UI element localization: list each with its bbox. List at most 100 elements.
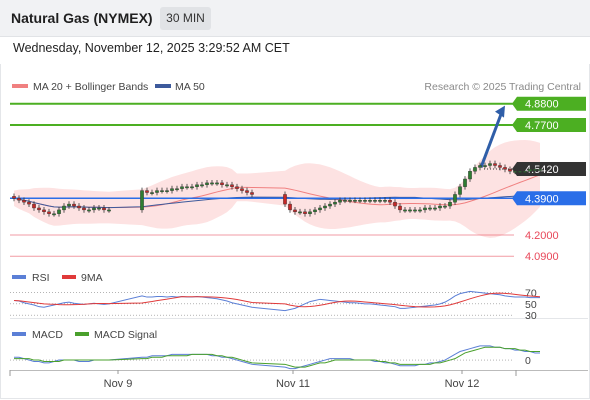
candle-body [283, 194, 287, 205]
candle-body [413, 209, 417, 212]
candle-body [468, 171, 472, 180]
rsi-line [13, 290, 540, 312]
x-tick-label: Nov 9 [104, 378, 133, 390]
candle-body [145, 190, 149, 193]
candle-body [378, 200, 382, 202]
candle-body [165, 190, 169, 192]
macd-line [14, 345, 540, 370]
forecast-arrow-shaft [479, 111, 504, 168]
candle-body [388, 200, 392, 203]
x-axis: Nov 9 Nov 11 Nov 12 [9, 370, 588, 390]
candle-body [288, 203, 292, 211]
candle-body [82, 207, 86, 211]
candle-body [180, 186, 184, 189]
candle-body [488, 163, 492, 166]
candle-body [12, 196, 16, 199]
candle-body [448, 201, 452, 207]
level-label-4.3900: 4.3900 [525, 193, 559, 205]
level-label-4.8800: 4.8800 [525, 99, 559, 111]
candle-body [483, 165, 487, 167]
candle-body [498, 165, 502, 168]
candle-body [428, 207, 432, 210]
candle-body [418, 209, 422, 212]
candle-body [518, 171, 522, 173]
candle-body [443, 205, 447, 208]
candle-body [293, 209, 297, 213]
candle-body [140, 190, 144, 211]
candle-body [62, 205, 66, 211]
rsi-ma-legend-label: 9MA [81, 272, 103, 284]
candle-body [97, 207, 101, 210]
candle-body [102, 207, 106, 211]
instrument-title: Natural Gas (NYMEX) [11, 10, 153, 26]
macd-panel: 0 [10, 345, 540, 370]
macd-legend-swatch [12, 332, 26, 336]
candle-body [308, 211, 312, 214]
candle-body [508, 169, 512, 172]
macd-signal-legend-label: MACD Signal [94, 329, 157, 341]
candle-body [348, 200, 352, 202]
candle-body [523, 171, 527, 173]
candle-body [433, 207, 437, 210]
rsi-level-label-50: 50 [525, 299, 537, 311]
candle-body [383, 200, 387, 202]
candle-body [438, 205, 442, 209]
candle-body [398, 205, 402, 211]
rsi-legend-label: RSI [32, 272, 50, 284]
macd-zero-label: 0 [525, 355, 531, 367]
candle-body [368, 200, 372, 202]
candle-body [215, 182, 219, 185]
candle-body [323, 205, 327, 209]
candle-body [343, 200, 347, 202]
forecast-arrow-head [495, 105, 505, 118]
rsi-level-label-30: 30 [525, 310, 537, 322]
price-levels: 4.8800 4.7700 4.5420 4.3900 4.2000 4.0900 [10, 96, 586, 263]
candle-body [225, 184, 229, 187]
level-tag-4.8800 [512, 96, 586, 111]
candle-body [533, 169, 537, 171]
x-tick-label: Nov 11 [276, 378, 310, 390]
candle-body [393, 201, 397, 207]
timeframe-badge[interactable]: 30 MIN [160, 7, 211, 30]
candle-body [205, 182, 209, 185]
candle-body [240, 188, 244, 191]
ma50-legend-swatch [155, 84, 171, 88]
level-tag-4.7700 [512, 117, 586, 132]
candle-body [47, 211, 51, 214]
header-bar: Natural Gas (NYMEX) 30 MIN [0, 0, 590, 37]
level-label-4.7700: 4.7700 [525, 120, 559, 132]
level-label-4.0900: 4.0900 [525, 251, 559, 263]
candle-body [57, 209, 61, 214]
bollinger-band-area [14, 140, 540, 238]
candle-body [32, 203, 36, 209]
candle-body [458, 186, 462, 195]
candle-body [513, 171, 517, 173]
candle-body [250, 192, 254, 195]
candle-body [493, 163, 497, 166]
timestamp: Wednesday, November 12, 2025 3:29:52 AM … [13, 41, 290, 55]
candle-body [17, 198, 21, 201]
candle-body [333, 201, 337, 205]
candle-body [235, 186, 239, 189]
candles [12, 160, 542, 217]
candle-body [318, 207, 322, 211]
candle-body [303, 211, 307, 214]
candle-body [373, 200, 377, 202]
candle-body [298, 211, 302, 214]
candle-body [478, 165, 482, 168]
rsi-ma-line [13, 292, 541, 308]
candle-body [67, 203, 71, 207]
candle-body [463, 178, 467, 187]
candle-body [52, 213, 56, 216]
macd-legend-label: MACD [32, 329, 63, 341]
ma20-legend-label: MA 20 + Bollinger Bands [33, 81, 148, 93]
candle-body [358, 200, 362, 202]
rsi-ma-legend-swatch [62, 275, 76, 279]
candle-body [403, 209, 407, 212]
rsi-level-label-70: 70 [525, 288, 537, 300]
candle-body [503, 167, 507, 170]
ma50-legend-label: MA 50 [175, 81, 205, 93]
macd-signal-legend-swatch [75, 332, 89, 336]
candle-body [245, 190, 249, 193]
